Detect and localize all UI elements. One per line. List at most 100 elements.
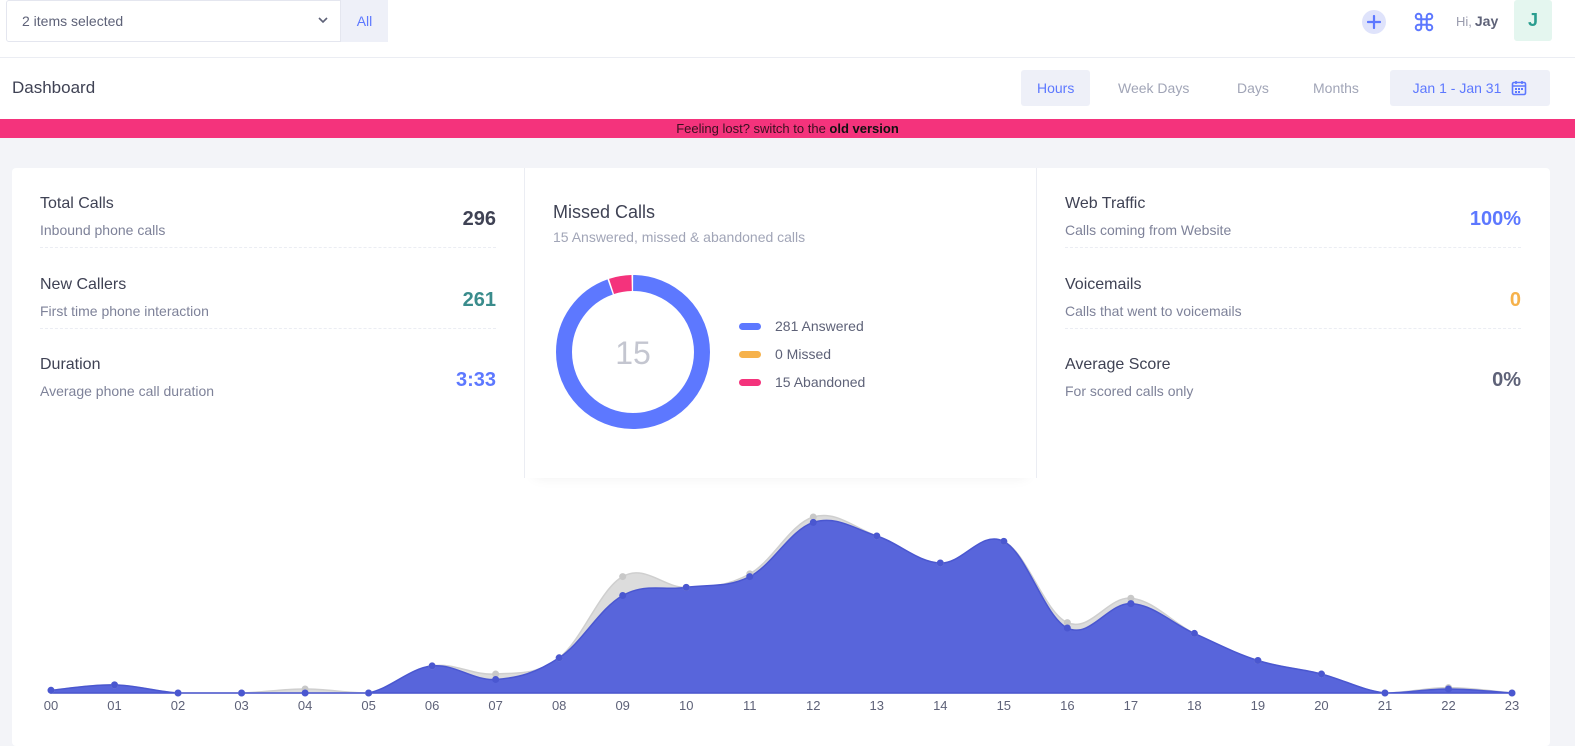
stat-value: 100% [1469, 208, 1521, 230]
series-area-2 [50, 519, 1513, 694]
data-point[interactable] [111, 681, 119, 689]
x-tick-label: 13 [870, 698, 884, 713]
legend-label: 15 Abandoned [775, 374, 866, 390]
x-tick-label: 16 [1060, 698, 1074, 713]
data-point[interactable] [1000, 537, 1008, 545]
stat-value: 0 [1509, 289, 1521, 311]
data-point[interactable] [174, 689, 182, 697]
version-banner: Feeling lost? switch to the old version [0, 119, 1575, 138]
add-button[interactable] [1362, 10, 1386, 34]
tab-week-days[interactable]: Week Days [1118, 80, 1190, 96]
legend-item-abandoned: 15 Abandoned [739, 368, 865, 396]
data-point[interactable] [1063, 624, 1071, 632]
data-point[interactable] [1381, 689, 1389, 697]
data-point[interactable] [809, 513, 817, 521]
stat-subtitle: Inbound phone calls [40, 222, 166, 238]
stat-value: 261 [462, 289, 496, 311]
tab-hours[interactable]: Hours [1021, 70, 1091, 106]
data-point[interactable] [1508, 689, 1516, 697]
data-point[interactable] [1127, 600, 1135, 608]
x-tick-label: 05 [361, 698, 375, 713]
stat-subtitle: Calls coming from Website [1065, 222, 1232, 238]
stat-value: 296 [462, 208, 496, 230]
stat-voicemails: Voicemails Calls that went to voicemails… [1065, 249, 1521, 329]
left-stats-column: Total Calls Inbound phone calls 296 New … [12, 168, 524, 478]
missed-calls-subtitle: 15 Answered, missed & abandoned calls [553, 229, 806, 245]
donut-legend: 281 Answered 0 Missed 15 Abandoned [739, 312, 865, 396]
area-chart-svg: 00 01 02 03 04 05 06 07 08 09 10 11 12 13 14 15 16 17 18 19… [44, 513, 1519, 713]
banner-text: Feeling lost? switch to the [676, 121, 826, 136]
data-point[interactable] [619, 592, 627, 600]
stat-duration: Duration Average phone call duration 3:3… [40, 329, 496, 409]
hourly-calls-chart: 00 01 02 03 04 05 06 07 08 09 10 11 12 13 14 15 16 17 18 19… [0, 472, 1575, 746]
stat-title: Web Traffic [1065, 195, 1146, 212]
x-tick-label: 23 [1505, 698, 1519, 713]
data-point[interactable] [47, 686, 55, 694]
date-range-button[interactable]: Jan 1 - Jan 31 [1390, 70, 1550, 106]
stat-web-traffic: Web Traffic Calls coming from Website 10… [1065, 168, 1521, 248]
old-version-link[interactable]: old version [829, 121, 899, 136]
user-greeting: Hi, Jay [1456, 13, 1498, 29]
stat-value: 3:33 [455, 369, 496, 391]
x-tick-label: 11 [743, 698, 757, 713]
legend-item-missed: 0 Missed [739, 340, 865, 368]
avatar[interactable]: J [1514, 0, 1552, 41]
x-tick-label: 14 [933, 698, 947, 713]
legend-label: 0 Missed [775, 346, 832, 362]
x-tick-label: 19 [1251, 698, 1265, 713]
x-tick-label: 08 [552, 698, 566, 713]
data-point[interactable] [1127, 594, 1135, 602]
x-tick-label: 20 [1314, 698, 1328, 713]
tab-days[interactable]: Days [1237, 80, 1269, 96]
data-point[interactable] [873, 532, 881, 540]
data-point[interactable] [1190, 629, 1198, 637]
data-point[interactable] [1444, 685, 1452, 693]
stat-subtitle: Calls that went to voicemails [1065, 303, 1242, 319]
x-tick-label: 21 [1378, 698, 1392, 713]
stat-title: Average Score [1065, 356, 1171, 373]
legend-item-answered: 281 Answered [739, 312, 865, 340]
user-name: Jay [1474, 13, 1499, 29]
subheader: Dashboard Hours Week Days Days Months Ja… [0, 58, 1575, 119]
x-tick-label: 02 [171, 698, 185, 713]
data-point[interactable] [746, 573, 754, 581]
data-point[interactable] [1254, 657, 1262, 665]
command-button[interactable] [1410, 8, 1438, 36]
x-tick-label: 17 [1124, 698, 1138, 713]
x-tick-label: 01 [107, 698, 121, 713]
data-point[interactable] [492, 675, 500, 683]
tab-months[interactable]: Months [1313, 80, 1359, 96]
missed-calls-panel: Missed Calls 15 Answered, missed & aband… [524, 168, 1037, 478]
data-point[interactable] [492, 670, 500, 678]
filter-select-value: 2 items selected [22, 13, 124, 29]
top-bar: 2 items selected All Hi, Jay J [0, 0, 1575, 58]
missed-calls-title: Missed Calls [553, 202, 656, 222]
x-tick-label: 12 [806, 698, 820, 713]
legend-swatch [739, 350, 761, 358]
data-point[interactable] [428, 662, 436, 670]
data-point[interactable] [238, 689, 246, 697]
greeting-text: Hi, [1456, 14, 1472, 29]
data-point[interactable] [619, 573, 627, 581]
data-point[interactable] [301, 689, 309, 697]
data-point[interactable] [1317, 670, 1325, 678]
x-tick-label: 15 [997, 698, 1011, 713]
data-point[interactable] [365, 689, 373, 697]
calendar-icon [1512, 81, 1527, 96]
stat-title: New Callers [40, 276, 127, 293]
data-point[interactable] [555, 654, 563, 662]
chevron-down-icon [318, 17, 328, 24]
stat-subtitle: For scored calls only [1065, 383, 1194, 399]
filter-select[interactable]: 2 items selected [6, 0, 341, 42]
stat-title: Duration [40, 356, 101, 373]
data-point[interactable] [1063, 619, 1071, 627]
data-point[interactable] [936, 559, 944, 567]
data-point[interactable] [682, 583, 690, 591]
legend-label: 281 Answered [775, 318, 864, 334]
x-tick-label: 06 [425, 698, 439, 713]
stat-new-callers: New Callers First time phone interaction… [40, 249, 496, 329]
data-point[interactable] [809, 518, 817, 526]
donut-slice-answered [556, 275, 710, 429]
all-button[interactable]: All [341, 0, 388, 42]
x-tick-label: 09 [615, 698, 629, 713]
